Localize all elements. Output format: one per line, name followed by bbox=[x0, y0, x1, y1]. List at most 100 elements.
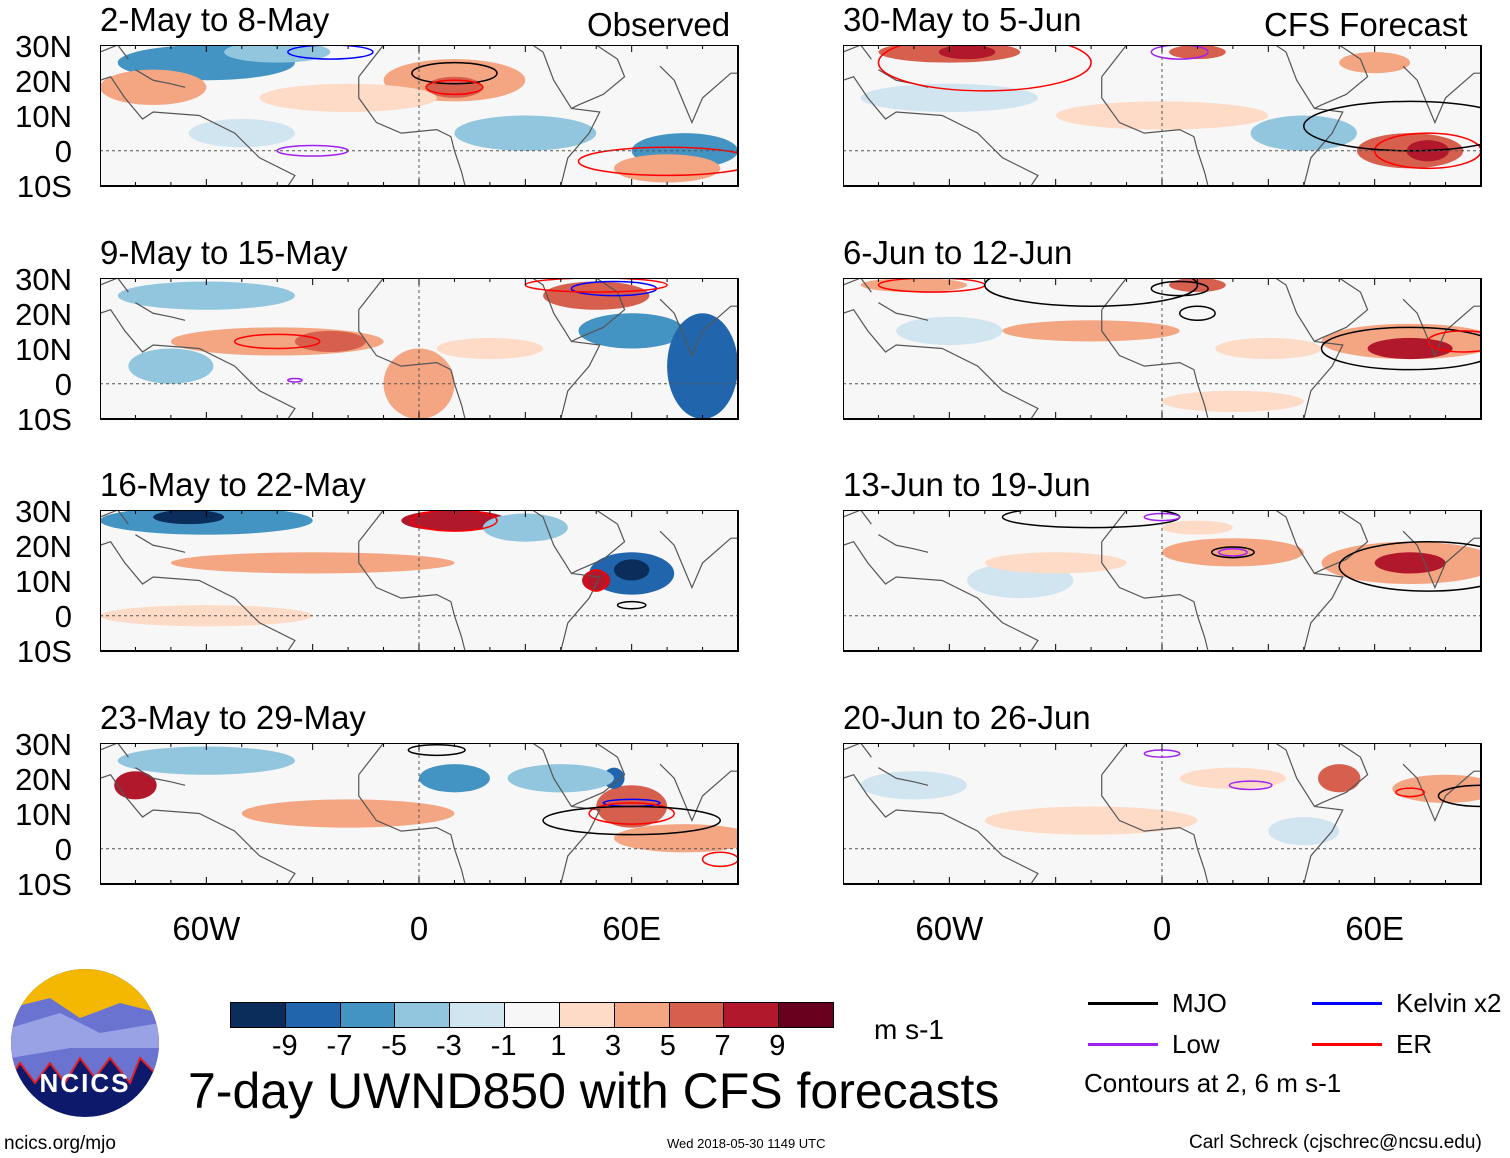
legend-line-low bbox=[1088, 1043, 1158, 1046]
wave-contour bbox=[1217, 548, 1248, 557]
coastline bbox=[843, 76, 1039, 186]
colorbar-tick: -7 bbox=[326, 1030, 353, 1062]
wave-contour bbox=[411, 61, 498, 85]
legend-label: ER bbox=[1396, 1029, 1433, 1059]
lat-label: 30N bbox=[15, 727, 72, 762]
wave-contour bbox=[1150, 280, 1209, 297]
coastline bbox=[358, 278, 385, 311]
coastline bbox=[1101, 45, 1128, 78]
coastline bbox=[1402, 65, 1481, 125]
panel-title: 30-May to 5-Jun bbox=[843, 1, 1082, 38]
wave-contour bbox=[1320, 326, 1481, 371]
coastline bbox=[571, 743, 626, 807]
coastline bbox=[1101, 510, 1128, 543]
coastline bbox=[843, 309, 1039, 419]
wave-contour bbox=[584, 569, 608, 592]
anomaly-shading bbox=[1367, 337, 1453, 360]
map-panel bbox=[100, 743, 739, 885]
map-panel bbox=[843, 510, 1482, 652]
lat-label: 10N bbox=[15, 564, 72, 599]
anomaly-shading bbox=[117, 746, 295, 775]
colorbar-tick: -5 bbox=[381, 1030, 408, 1062]
ncics-logo-icon: NCICS bbox=[11, 969, 159, 1117]
legend-line-er bbox=[1312, 1043, 1382, 1046]
colorbar-swatch bbox=[395, 1003, 451, 1027]
coastline bbox=[532, 510, 601, 651]
lat-label: 10S bbox=[16, 634, 72, 669]
coastline bbox=[100, 45, 129, 60]
coastline bbox=[843, 774, 1039, 884]
coastline bbox=[532, 45, 601, 186]
anomaly-shading bbox=[984, 552, 1127, 574]
lat-label: 0 bbox=[54, 367, 72, 402]
map-panel bbox=[843, 278, 1482, 420]
wind-anomaly-map bbox=[843, 45, 1482, 187]
lat-label: 10S bbox=[16, 169, 72, 204]
coastline bbox=[1101, 309, 1209, 419]
coastline bbox=[100, 541, 296, 651]
footer-url[interactable]: ncics.org/mjo bbox=[4, 1133, 116, 1154]
colorbar-swatch bbox=[614, 1003, 670, 1027]
map-panel bbox=[100, 45, 739, 187]
anomaly-shading bbox=[454, 115, 597, 151]
colorbar-units: m s-1 bbox=[874, 1014, 944, 1045]
lat-label: 10S bbox=[16, 867, 72, 902]
coastline bbox=[843, 45, 872, 60]
colorbar-swatch bbox=[450, 1003, 506, 1027]
coastline bbox=[878, 302, 929, 321]
wave-contour bbox=[1338, 540, 1481, 592]
anomaly-shading bbox=[100, 605, 313, 627]
logo: NCICS bbox=[10, 968, 160, 1118]
coastline bbox=[100, 278, 129, 293]
coastline bbox=[135, 302, 186, 321]
wave-contour bbox=[1228, 780, 1273, 791]
lon-label: 60E bbox=[1345, 910, 1405, 947]
wave-contour bbox=[616, 600, 647, 610]
wind-anomaly-map bbox=[843, 510, 1482, 652]
colorbar-tick: 1 bbox=[550, 1030, 567, 1062]
anomaly-shading bbox=[938, 45, 996, 60]
wave-contour bbox=[287, 45, 374, 60]
coastline bbox=[1275, 278, 1344, 419]
lat-label: 10N bbox=[15, 99, 72, 134]
wind-anomaly-map bbox=[100, 45, 739, 187]
panel-title: 23-May to 29-May bbox=[100, 699, 366, 736]
coastline bbox=[100, 76, 296, 186]
coastline bbox=[843, 278, 872, 293]
anomaly-shading bbox=[860, 83, 1038, 112]
lat-label: 20N bbox=[15, 762, 72, 797]
lat-label: 10S bbox=[16, 402, 72, 437]
anomaly-shading bbox=[100, 69, 207, 105]
anomaly-shading bbox=[578, 313, 685, 349]
coastline bbox=[1275, 510, 1344, 651]
anomaly-shading bbox=[401, 510, 508, 532]
panel-title: 2-May to 8-May bbox=[100, 1, 330, 38]
anomaly-shading bbox=[482, 513, 568, 542]
wave-contour bbox=[1210, 546, 1255, 559]
coastline bbox=[1101, 774, 1209, 884]
anomaly-shading bbox=[1162, 520, 1233, 535]
coastline bbox=[1314, 278, 1369, 342]
coastline bbox=[659, 298, 738, 358]
colorbar-swatch bbox=[669, 1003, 725, 1027]
coastline bbox=[358, 510, 385, 543]
wave-contour bbox=[411, 510, 498, 532]
wave-contour bbox=[1178, 305, 1216, 322]
lat-label: 30N bbox=[15, 494, 72, 529]
lat-label: 0 bbox=[54, 832, 72, 867]
anomaly-shading bbox=[259, 83, 437, 112]
wave-contour bbox=[577, 146, 738, 177]
colorbar-tick: 5 bbox=[659, 1030, 676, 1062]
wave-contour bbox=[1437, 784, 1481, 808]
lat-label: 0 bbox=[54, 599, 72, 634]
colorbar-swatch bbox=[505, 1003, 560, 1027]
colorbar-swatch bbox=[340, 1003, 396, 1027]
wave-contour bbox=[287, 377, 303, 383]
panel-title: 20-Jun to 26-Jun bbox=[843, 699, 1091, 736]
lat-label: 20N bbox=[15, 64, 72, 99]
coastline bbox=[659, 763, 738, 823]
lat-label: 20N bbox=[15, 529, 72, 564]
coastline bbox=[1101, 278, 1128, 311]
coastline bbox=[571, 510, 626, 574]
wave-contour bbox=[407, 744, 466, 757]
